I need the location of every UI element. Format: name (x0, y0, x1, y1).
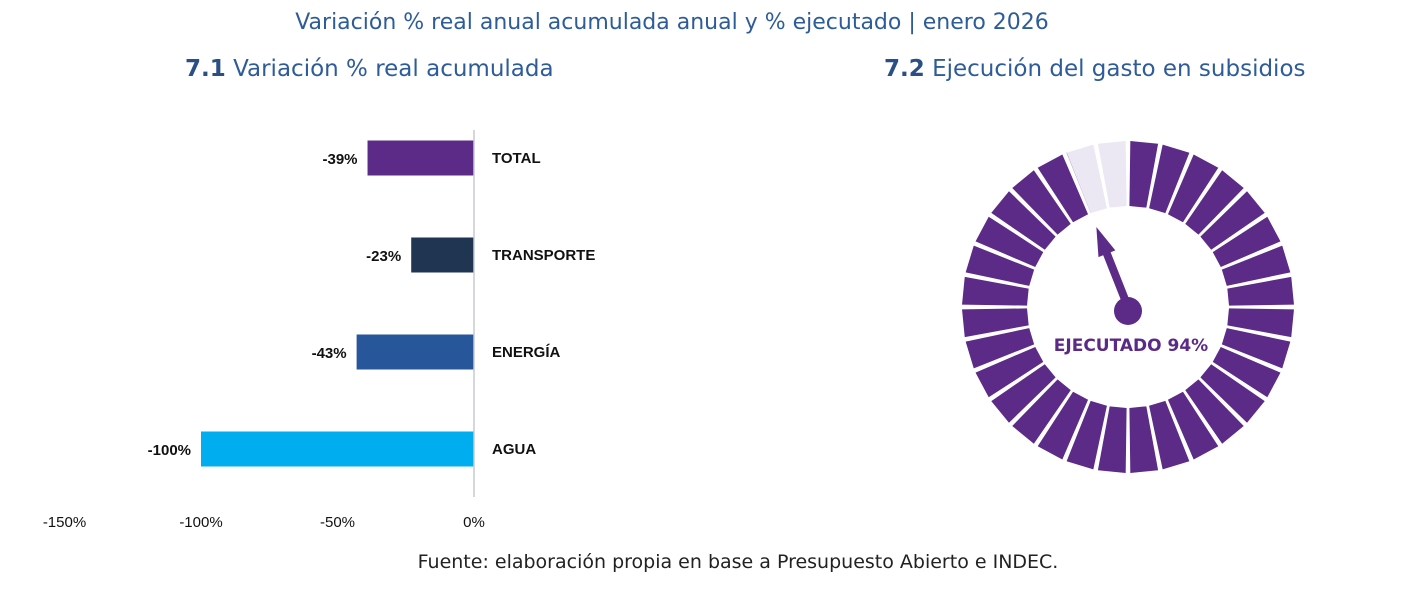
gauge-segment-filled (1149, 144, 1190, 214)
bar-chart-number: 7.1 (185, 56, 226, 82)
x-tick-label: -100% (179, 514, 222, 531)
category-label: AGUA (492, 441, 536, 458)
gauge-segment-filled (1037, 391, 1089, 460)
gauge-segment-empty (1066, 144, 1107, 214)
gauge-segment-filled (1167, 391, 1219, 460)
gauge-segment-filled (975, 216, 1044, 268)
gauge-segment-filled (1227, 308, 1294, 338)
gauge-segment-filled (1129, 141, 1159, 208)
gauge-segment-filled (965, 245, 1035, 286)
gauge-segment-filled (1212, 216, 1281, 268)
gauge-segment-filled (1221, 245, 1291, 286)
gauge-segment-filled (965, 328, 1035, 369)
gauge-segment-filled (1200, 191, 1265, 250)
gauge-segment-filled (962, 276, 1029, 306)
data-label: -39% (322, 151, 357, 168)
gauge-segment-filled (1012, 170, 1071, 235)
bar-transporte (411, 237, 474, 273)
gauge-segment-empty (1097, 141, 1127, 208)
gauge-title: 7.2 Ejecución del gasto en subsidios (884, 56, 1306, 82)
bar-energía (356, 334, 474, 370)
gauge-segment-filled (1066, 400, 1107, 470)
gauge-segment-filled (1149, 400, 1190, 470)
gauge-segment-filled (1167, 154, 1219, 223)
bar-chart-title: 7.1 Variación % real acumulada (185, 56, 554, 82)
gauge-value-label: EJECUTADO 94% (1054, 336, 1208, 356)
gauge-segment-filled (1185, 170, 1244, 235)
gauge-segment-filled (1097, 406, 1127, 473)
gauge-segment-filled (1227, 276, 1294, 306)
bar-total (367, 140, 474, 176)
gauge-segment-filled (1212, 346, 1281, 398)
data-label: -43% (312, 345, 347, 362)
gauge-segment-filled (1185, 379, 1244, 444)
gauge-segment-filled (1012, 379, 1071, 444)
data-label: -100% (148, 442, 191, 459)
data-label: -23% (366, 248, 401, 265)
gauge-segment-filled (991, 364, 1056, 423)
gauge-segment-filled (962, 308, 1029, 338)
gauge-segment-filled (1129, 406, 1159, 473)
bar-chart-title-text: Variación % real acumulada (233, 56, 554, 82)
gauge-segment-filled (975, 346, 1044, 398)
gauge-title-text: Ejecución del gasto en subsidios (932, 56, 1306, 82)
category-label: TRANSPORTE (492, 247, 595, 264)
source-footer: Fuente: elaboración propia en base a Pre… (417, 551, 1059, 573)
bar-agua (201, 431, 474, 467)
x-tick-label: -50% (320, 514, 355, 531)
gauge-segment-filled (1037, 154, 1089, 223)
gauge-needle-arrowhead (1096, 227, 1116, 258)
gauge-segment-filled (1200, 364, 1265, 423)
gauge-needle-hub (1114, 297, 1142, 325)
gauge-segment-filled (1221, 328, 1291, 369)
gauge-segment-filled (1066, 152, 1091, 214)
x-tick-label: 0% (463, 514, 485, 531)
category-label: TOTAL (492, 150, 541, 167)
gauge-number: 7.2 (884, 56, 925, 82)
category-label: ENERGÍA (492, 344, 561, 361)
main-title: Variación % real anual acumulada anual y… (295, 10, 1049, 35)
x-tick-label: -150% (43, 514, 86, 531)
gauge-segment-filled (991, 191, 1056, 250)
